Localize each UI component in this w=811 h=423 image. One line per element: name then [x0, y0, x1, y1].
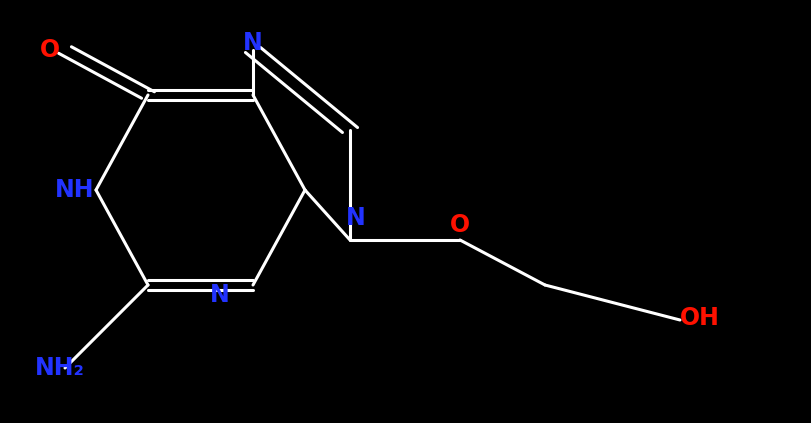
Text: N: N — [242, 31, 263, 55]
Text: N: N — [345, 206, 366, 230]
Text: O: O — [40, 38, 60, 62]
Text: N: N — [210, 283, 230, 307]
Text: NH₂: NH₂ — [35, 356, 85, 380]
Text: OH: OH — [680, 306, 719, 330]
Text: NH: NH — [55, 178, 95, 202]
Text: O: O — [449, 213, 470, 237]
